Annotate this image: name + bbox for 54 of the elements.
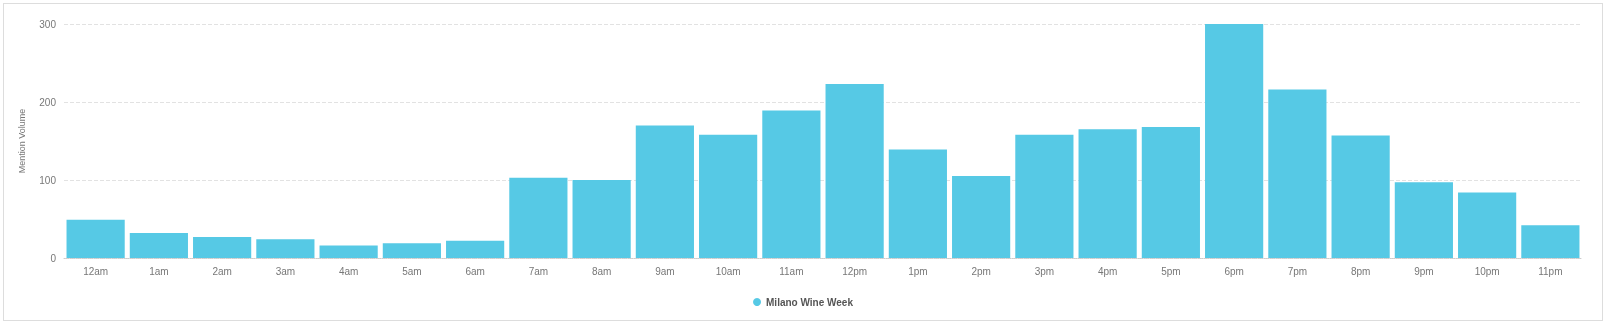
x-tick-label: 9am [655,265,675,277]
x-tick-label: 3am [275,265,296,277]
bar [1331,135,1390,258]
x-tick-label: 5am [402,265,422,277]
bar [762,110,821,258]
bar [1015,134,1074,258]
x-tick-label: 2pm [971,265,991,277]
x-tick-label: 8am [591,265,612,277]
bar [952,176,1011,258]
bar [382,243,441,258]
x-tick-label: 6pm [1224,265,1244,277]
bar [699,134,758,258]
x-tick-label: 4am [338,265,359,277]
x-tick-label: 6am [465,265,485,277]
bar [572,180,631,258]
bar [509,177,568,258]
y-tick-label: 0 [50,252,57,264]
x-tick-label: 11pm [1538,265,1563,277]
x-tick-label: 7am [528,265,549,277]
bar [1458,192,1517,258]
x-tick-label: 10am [715,265,741,277]
bar [256,239,315,258]
x-tick-label: 1pm [908,265,928,277]
x-tick-label: 1am [149,265,169,277]
bar [888,149,947,258]
bar [1205,24,1264,258]
x-tick-label: 3pm [1034,265,1055,277]
bar [635,125,694,258]
x-tick-label: 9pm [1414,265,1434,277]
bar [446,240,505,258]
x-tick-label: 12am [83,265,109,277]
x-tick-label: 10pm [1474,265,1500,277]
x-tick-label: 7pm [1287,265,1308,277]
bar [1268,89,1327,258]
y-tick-label: 100 [39,174,57,186]
bar [66,219,125,258]
y-axis-title: Mention Volume [16,108,27,174]
bar [1078,129,1137,258]
bar [129,233,188,258]
legend-label: Milano Wine Week [766,296,854,308]
y-tick-label: 300 [39,18,57,30]
x-tick-label: 12pm [842,265,868,277]
bar [1521,225,1580,258]
y-tick-label: 200 [39,96,57,108]
bar [319,245,378,258]
bar [825,84,884,258]
bar [1141,126,1200,258]
x-tick-label: 8pm [1350,265,1371,277]
x-tick-label: 5pm [1161,265,1181,277]
bar [1394,182,1453,258]
x-tick-label: 4pm [1097,265,1118,277]
x-tick-label: 2am [212,265,232,277]
bar [193,236,252,258]
x-tick-label: 11am [779,265,804,277]
